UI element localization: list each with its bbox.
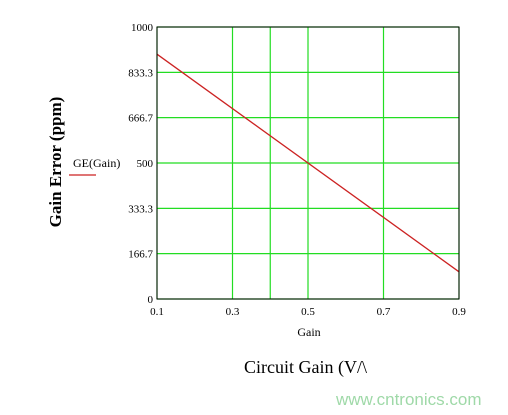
- series-line-ge-gain: [156, 53, 460, 273]
- y-tick-label: 166.7: [128, 249, 153, 261]
- legend-label: GE(Gain): [73, 156, 120, 170]
- x-axis-inner-label: Gain: [297, 325, 320, 339]
- x-axis-title: Circuit Gain (V/\: [244, 357, 367, 378]
- y-tick-label: 833.3: [128, 67, 153, 79]
- y-axis-title: Gain Error (ppm): [46, 97, 65, 228]
- plot-frame: [156, 26, 460, 300]
- y-tick-label: 0: [148, 294, 154, 306]
- y-tick-label: 333.3: [128, 203, 153, 215]
- x-tick-label: 0.5: [301, 306, 315, 318]
- legend: GE(Gain): [69, 156, 120, 176]
- y-tick-label: 500: [137, 158, 154, 170]
- series-layer: [156, 53, 460, 273]
- y-tick-label: 1000: [131, 22, 154, 34]
- x-tick-label: 0.9: [452, 306, 466, 318]
- x-tick-label: 0.3: [226, 306, 240, 318]
- tick-labels: 0.1 0.3 0.5 0.7 0.9 0 166.7 333.3 500 666.7 833.3 1…: [128, 22, 466, 318]
- x-tick-label: 0.1: [150, 306, 164, 318]
- watermark: www.cntronics.com: [335, 390, 481, 409]
- y-tick-label: 666.7: [128, 113, 153, 125]
- x-tick-label: 0.7: [377, 306, 391, 318]
